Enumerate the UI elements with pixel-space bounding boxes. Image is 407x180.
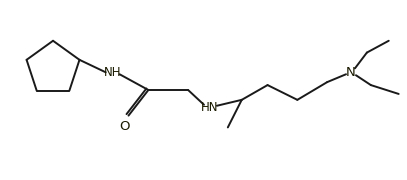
Text: N: N: [346, 66, 356, 79]
Text: O: O: [119, 120, 130, 133]
Text: HN: HN: [201, 101, 219, 114]
Text: NH: NH: [104, 66, 121, 79]
